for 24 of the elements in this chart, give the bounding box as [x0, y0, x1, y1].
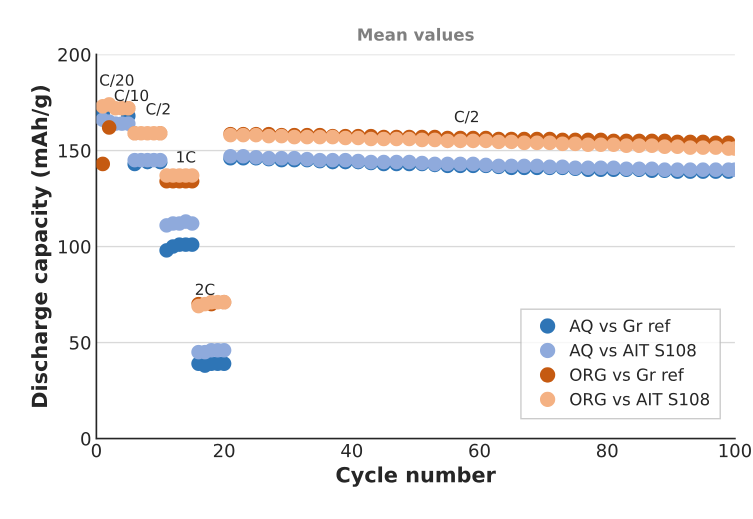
y-tick-label: 50 — [70, 336, 90, 350]
x-tick-label: 0 — [92, 444, 101, 458]
y-axis-title: Discharge capacity (mAh/g) — [31, 86, 52, 407]
x-tick-label: 40 — [341, 444, 362, 458]
y-tick-label: 200 — [58, 48, 90, 62]
legend-label: ORG vs Gr ref — [570, 368, 684, 382]
x-tick-label: 100 — [720, 444, 751, 458]
x-axis-title: Cycle number — [336, 466, 496, 487]
x-tick-label: 80 — [596, 444, 618, 458]
y-tick-label: 150 — [59, 144, 90, 158]
y-tick-label: 100 — [59, 240, 90, 254]
annotation: C/10 — [114, 90, 148, 102]
annotation: C/2 — [454, 110, 478, 124]
chart-title: Mean values — [358, 28, 474, 41]
x-tick-label: 60 — [469, 444, 490, 458]
annotation: C/2 — [146, 103, 170, 116]
annotation: 1C — [177, 151, 196, 163]
y-tick-label: 0 — [81, 432, 90, 446]
legend-label: AQ vs Gr ref — [569, 319, 671, 334]
legend-label: ORG vs AIT S108 — [570, 392, 710, 406]
annotation: 2C — [196, 284, 214, 296]
legend-label: AQ vs AIT S108 — [569, 344, 696, 358]
x-tick-label: 20 — [214, 444, 234, 458]
annotation: C/20 — [100, 74, 134, 88]
